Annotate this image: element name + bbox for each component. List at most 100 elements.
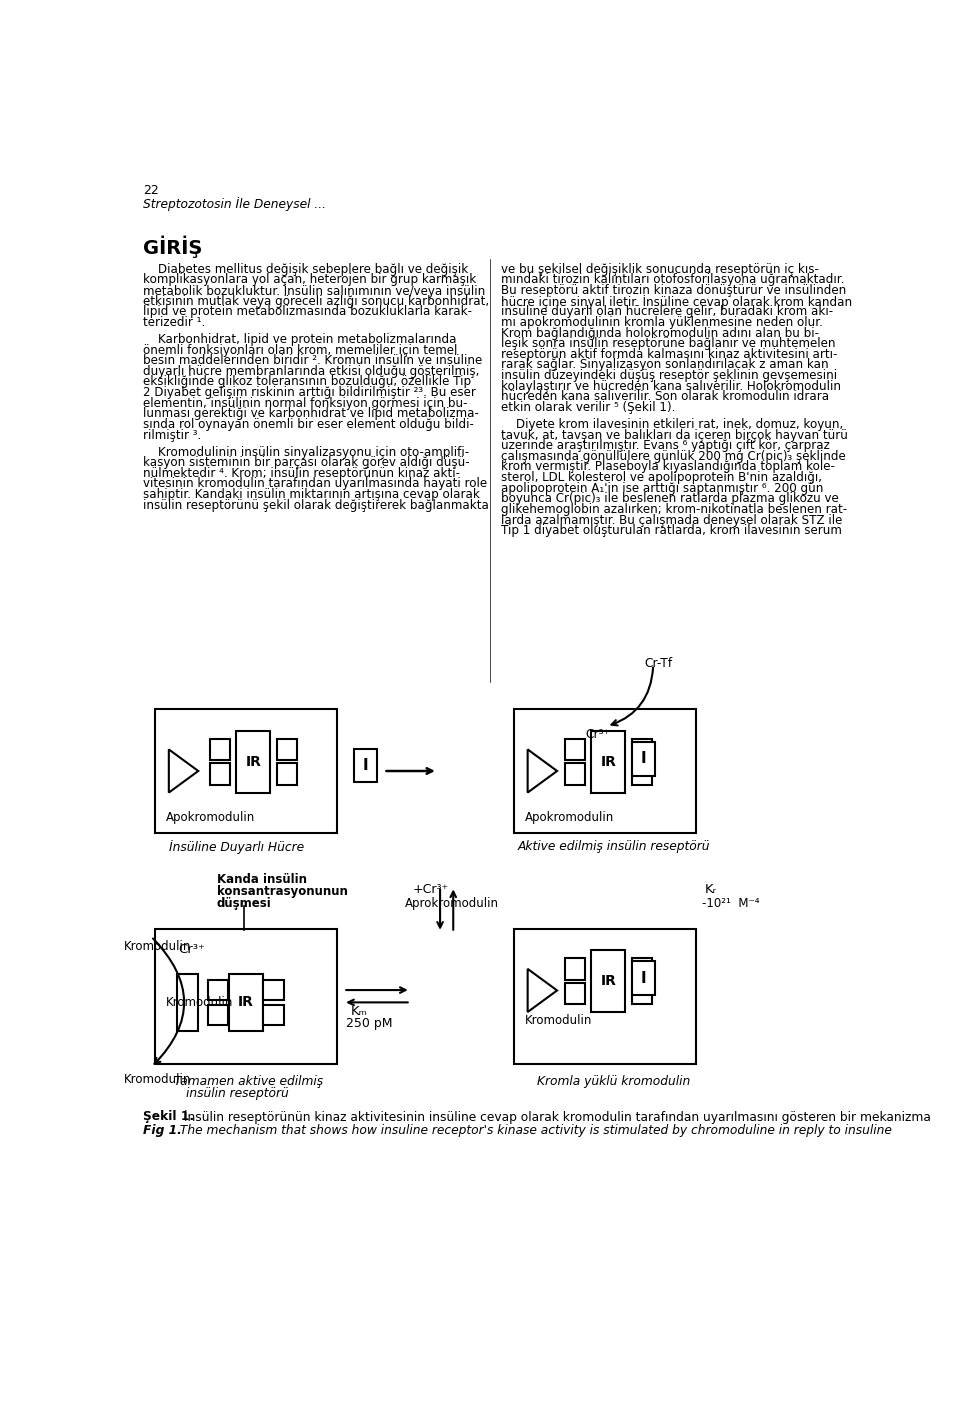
Text: vitesinin kromodulin tarafından uyarılmasında hayati role: vitesinin kromodulin tarafından uyarılma… — [143, 477, 488, 490]
Text: Kromodulin: Kromodulin — [524, 1014, 592, 1027]
Text: Bu reseptörü aktif tirozin kinaza dönüştürür ve insülinden: Bu reseptörü aktif tirozin kinaza dönüşt… — [501, 284, 847, 297]
Text: Tamamen aktive edilmiş: Tamamen aktive edilmiş — [175, 1075, 324, 1088]
Bar — [564, 738, 585, 760]
Bar — [632, 983, 652, 1004]
Text: Aprokromodulin: Aprokromodulin — [405, 896, 499, 909]
Bar — [591, 731, 625, 792]
Polygon shape — [528, 750, 557, 792]
Text: Cr-Tf: Cr-Tf — [644, 657, 672, 670]
Text: duyarlı hücre membranlarında etkisi olduğu gösterilmiş,: duyarlı hücre membranlarında etkisi oldu… — [143, 365, 480, 378]
Text: konsantrasyonunun: konsantrasyonunun — [217, 885, 348, 897]
Text: ve bu şekilsel değişiklik sonucunda reseptörün iç kıs-: ve bu şekilsel değişiklik sonucunda rese… — [501, 263, 819, 275]
Text: nülmektedir ⁴. Krom; insülin reseptörünün kinaz akti-: nülmektedir ⁴. Krom; insülin reseptörünü… — [143, 467, 460, 480]
Text: lunması gerektiği ve karbonhidrat ve lipid metabolizma-: lunması gerektiği ve karbonhidrat ve lip… — [143, 408, 479, 420]
Text: Şekil 1.: Şekil 1. — [143, 1110, 194, 1123]
Text: Fig 1.: Fig 1. — [143, 1123, 182, 1136]
Text: Kromla yüklü kromodulin: Kromla yüklü kromodulin — [537, 1075, 690, 1088]
Text: elementin, insülinin normal fonksiyon görmesi için bu-: elementin, insülinin normal fonksiyon gö… — [143, 396, 468, 410]
Bar — [632, 961, 655, 995]
Bar — [210, 738, 230, 760]
Text: Apokromodulin: Apokromodulin — [166, 811, 255, 824]
Bar — [228, 974, 263, 1031]
Text: Aktive edilmiş insülin reseptörü: Aktive edilmiş insülin reseptörü — [517, 841, 710, 853]
Text: Krom bağlandığında holokromodulin adını alan bu bi-: Krom bağlandığında holokromodulin adını … — [501, 327, 819, 339]
Text: insülin reseptörünü şekil olarak değiştirerek bağlanmakta: insülin reseptörünü şekil olarak değişti… — [143, 498, 490, 511]
Text: eksikliğinde glikoz toleransının bozulduğu, özellikle Tip: eksikliğinde glikoz toleransının bozuldu… — [143, 375, 471, 389]
Text: leşik sonra insülin reseptörüne bağlanır ve muhtemelen: leşik sonra insülin reseptörüne bağlanır… — [501, 337, 836, 351]
Text: The mechanism that shows how insuline receptor's kinase activity is stimulated b: The mechanism that shows how insuline re… — [176, 1123, 892, 1136]
Text: Tip 1 diyabet oluşturulan ratlarda, krom ilavesinin serum: Tip 1 diyabet oluşturulan ratlarda, krom… — [501, 524, 842, 537]
Text: Kromodulin: Kromodulin — [124, 940, 191, 953]
Text: -10²¹  M⁻⁴: -10²¹ M⁻⁴ — [702, 896, 759, 909]
Text: insüline duyarlı olan hücrelere gelir, buradaki krom akı-: insüline duyarlı olan hücrelere gelir, b… — [501, 305, 833, 318]
Bar — [514, 929, 696, 1064]
Bar — [276, 764, 297, 785]
Bar — [564, 959, 585, 980]
Polygon shape — [528, 968, 557, 1012]
Text: lipid ve protein metabolizmasında bozukluklarla karak-: lipid ve protein metabolizmasında bozukl… — [143, 305, 472, 318]
Text: +Cr³⁺: +Cr³⁺ — [413, 883, 449, 896]
Text: I: I — [640, 751, 646, 767]
Text: hücre içine sinyal iletir. İnsüline cevap olarak krom kandan: hücre içine sinyal iletir. İnsüline ceva… — [501, 295, 852, 308]
Bar — [263, 980, 283, 1000]
Text: boyunca Cr(pic)₃ ile beslenen ratlarda plazma glikozu ve: boyunca Cr(pic)₃ ile beslenen ratlarda p… — [501, 493, 839, 506]
Bar — [591, 950, 625, 1012]
Text: Kₘ: Kₘ — [351, 1005, 368, 1018]
Text: önemli fonksiyonları olan krom, memeliler için temel: önemli fonksiyonları olan krom, memelile… — [143, 344, 458, 356]
Bar — [354, 750, 377, 782]
Text: kasyon sisteminin bir parçası olarak görev aldığı düşü-: kasyon sisteminin bir parçası olarak gör… — [143, 456, 469, 469]
Text: sahiptir. Kandaki insülin miktarının artışına cevap olarak: sahiptir. Kandaki insülin miktarının art… — [143, 488, 480, 501]
Text: hücreden kana salıverilir. Son olarak kromodulin idrara: hücreden kana salıverilir. Son olarak kr… — [501, 391, 829, 403]
Bar — [177, 974, 199, 1031]
Text: Diabetes mellitus değişik sebeplere bağlı ve değişik: Diabetes mellitus değişik sebeplere bağl… — [143, 263, 468, 275]
Text: IR: IR — [600, 755, 616, 768]
Text: rilmiştir ³.: rilmiştir ³. — [143, 429, 202, 442]
Text: Diyete krom ilavesinin etkileri rat, inek, domuz, koyun,: Diyete krom ilavesinin etkileri rat, ine… — [501, 417, 844, 430]
Text: Karbonhidrat, lipid ve protein metabolizmalarında: Karbonhidrat, lipid ve protein metaboliz… — [143, 332, 457, 346]
Text: 2 Diyabet gelişim riskinin arttığı bildirilmiştir ²³. Bu eser: 2 Diyabet gelişim riskinin arttığı bildi… — [143, 386, 476, 399]
Text: apolipoprotein A₁'in ise arttığı saptanmıştır ⁶. 200 gün: apolipoprotein A₁'in ise arttığı saptanm… — [501, 481, 824, 494]
Polygon shape — [169, 750, 199, 792]
Bar — [564, 764, 585, 785]
Bar — [632, 764, 652, 785]
Text: Apokromodulin: Apokromodulin — [524, 811, 613, 824]
Text: I: I — [363, 758, 369, 772]
Bar — [276, 738, 297, 760]
Text: I: I — [640, 971, 646, 985]
Bar — [632, 741, 655, 775]
Bar — [632, 738, 652, 760]
Text: besin maddelerinden biridir ². Kromun insülin ve insüline: besin maddelerinden biridir ². Kromun in… — [143, 354, 483, 368]
Text: Kanda insülin: Kanda insülin — [217, 873, 307, 886]
Text: İnsüline Duyarlı Hücre: İnsüline Duyarlı Hücre — [169, 841, 304, 855]
Text: Kromodulin: Kromodulin — [124, 1074, 191, 1086]
Text: IR: IR — [600, 974, 616, 988]
Text: terizedir ¹.: terizedir ¹. — [143, 315, 205, 329]
Text: 250 pM: 250 pM — [347, 1017, 393, 1030]
Bar — [263, 1005, 283, 1025]
Bar — [155, 929, 337, 1064]
Text: metabolik bozukluktur. İnsülin salınımının ve/veya insülin: metabolik bozukluktur. İnsülin salınımın… — [143, 284, 486, 298]
Text: sında rol oynayan önemli bir eser element olduğu bildi-: sında rol oynayan önemli bir eser elemen… — [143, 417, 474, 430]
Text: tavuk, at, tavşan ve balıkları da içeren birçok hayvan türü: tavuk, at, tavşan ve balıkları da içeren… — [501, 429, 849, 442]
Text: IR: IR — [246, 755, 261, 768]
Text: Kᵣ: Kᵣ — [706, 883, 717, 896]
Text: IR: IR — [238, 995, 253, 1010]
Text: üzerinde araştırılmıştır. Evans ⁶ yaptığı çift kör, çarpraz: üzerinde araştırılmıştır. Evans ⁶ yaptığ… — [501, 439, 830, 452]
Text: İnsülin reseptörünün kinaz aktivitesinin insüline cevap olarak kromodulin tarafı: İnsülin reseptörünün kinaz aktivitesinin… — [180, 1110, 931, 1123]
Text: krom vermiştir. Plaseboyla kıyaslandığında toplam kole-: krom vermiştir. Plaseboyla kıyaslandığın… — [501, 460, 835, 473]
Text: glikehemoglobin azalırken; krom-nikotinatla beslenen rat-: glikehemoglobin azalırken; krom-nikotina… — [501, 503, 848, 515]
Bar — [207, 1005, 228, 1025]
Bar — [207, 980, 228, 1000]
Bar — [632, 959, 652, 980]
Text: Kromodulin: Kromodulin — [166, 995, 233, 1008]
Text: Streptozotosin İle Deneysel ...: Streptozotosin İle Deneysel ... — [143, 196, 326, 210]
Text: düşmesi: düşmesi — [217, 896, 272, 909]
Text: larda azalmamıştır. Bu çalışmada deneysel olarak STZ ile: larda azalmamıştır. Bu çalışmada deneyse… — [501, 514, 843, 527]
Text: etkin olarak verilir ⁵ (Şekil 1).: etkin olarak verilir ⁵ (Şekil 1). — [501, 400, 676, 415]
Text: çalışmasında gönüllülere günlük 200 mg Cr(pic)₃ şeklinde: çalışmasında gönüllülere günlük 200 mg C… — [501, 450, 846, 463]
Text: komplikasyonlara yol açan, heterojen bir grup karmaşık: komplikasyonlara yol açan, heterojen bir… — [143, 274, 476, 287]
Text: GİRİŞ: GİRİŞ — [143, 236, 203, 258]
Bar — [514, 710, 696, 832]
Text: etkisinin mutlak veya göreceli azlığı sonucu karbonhidrat,: etkisinin mutlak veya göreceli azlığı so… — [143, 295, 490, 308]
Bar — [210, 764, 230, 785]
